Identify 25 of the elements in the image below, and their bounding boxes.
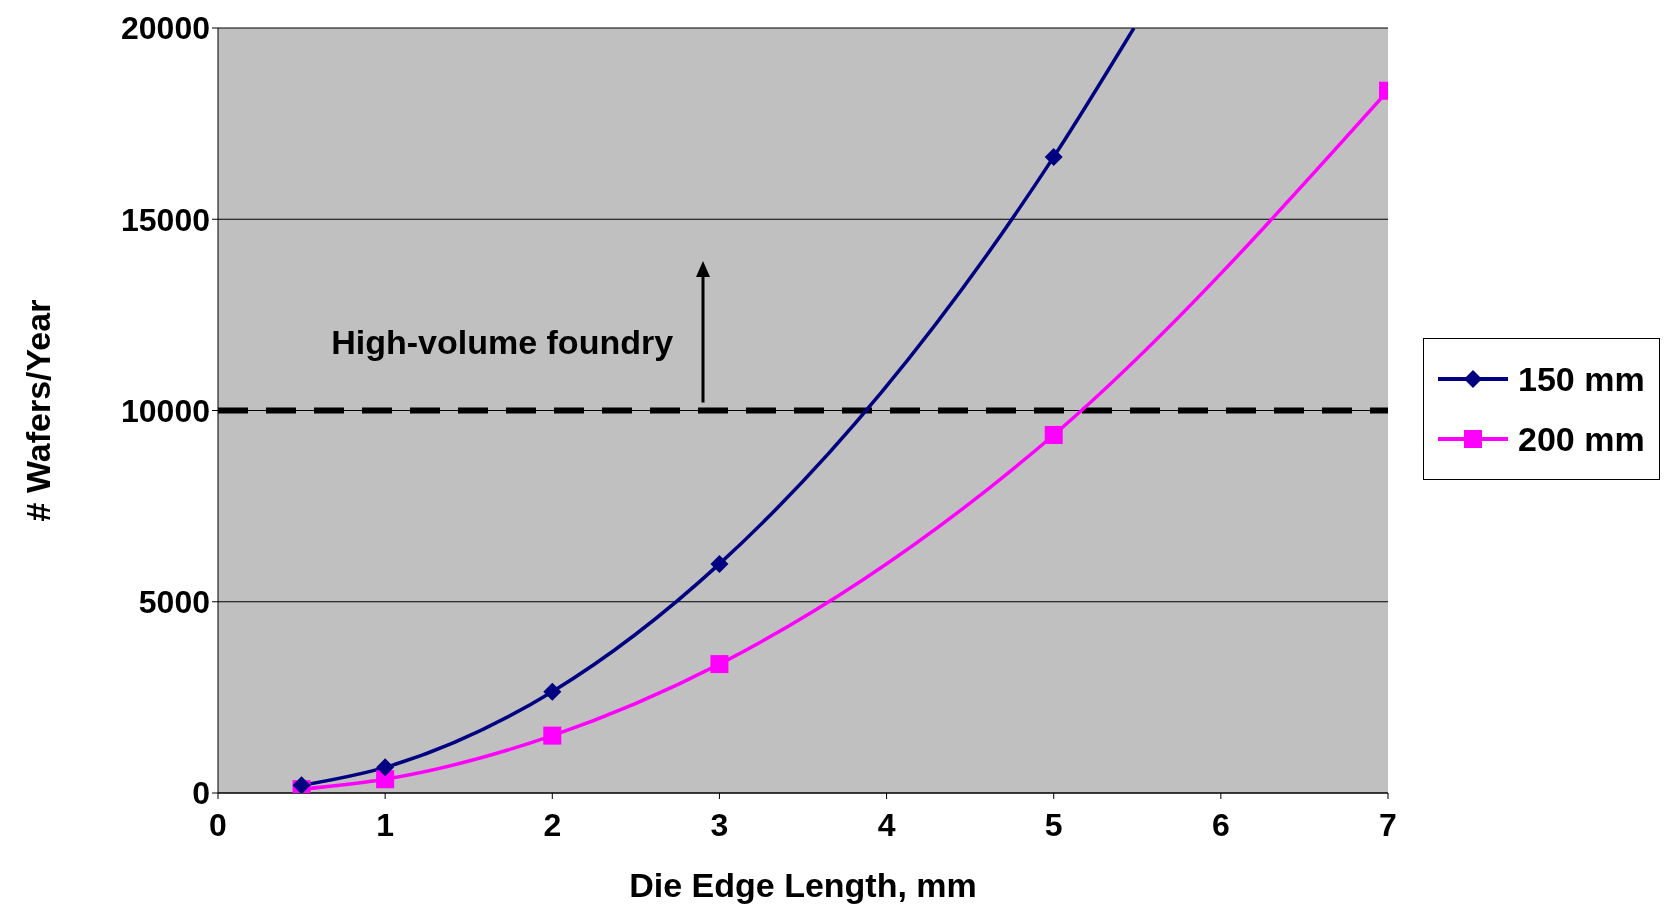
- y-tick-label: 0: [192, 775, 210, 812]
- annotation: High-volume foundry: [331, 322, 674, 362]
- x-tick-label: 3: [710, 806, 729, 843]
- x-tick-label: 6: [1211, 806, 1230, 843]
- x-tick-label: 5: [1044, 806, 1063, 843]
- legend-label: 200 mm: [1518, 419, 1645, 459]
- x-tick-label: 4: [877, 806, 896, 843]
- y-tick-label: 15000: [121, 201, 210, 238]
- point: [376, 758, 395, 777]
- point: [1044, 425, 1063, 444]
- point: [710, 655, 729, 674]
- x-tick-label: 2: [543, 806, 562, 843]
- y-tick-label: 20000: [121, 10, 210, 47]
- point: [543, 726, 562, 745]
- point: [543, 682, 562, 701]
- y-axis-title: # Wafers/Year: [19, 299, 58, 522]
- point: [1044, 147, 1063, 166]
- x-tick-label: 1: [376, 806, 395, 843]
- y-tick-label: 5000: [138, 584, 210, 621]
- legend-label: 150 mm: [1518, 359, 1645, 399]
- x-axis-title: Die Edge Length, mm: [629, 866, 977, 904]
- point: [710, 554, 729, 573]
- point: [292, 776, 311, 793]
- y-tick-label: 10000: [121, 392, 210, 429]
- x-tick-label: 7: [1379, 806, 1397, 843]
